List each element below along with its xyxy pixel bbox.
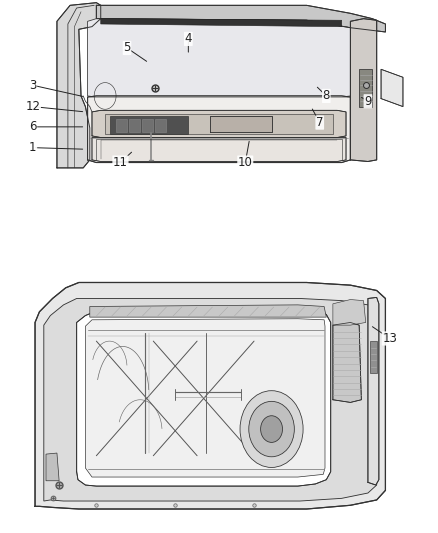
Polygon shape [129,119,140,132]
Polygon shape [368,297,379,485]
Text: 3: 3 [29,79,36,92]
Circle shape [240,391,303,467]
Polygon shape [85,319,325,477]
Polygon shape [96,5,385,32]
Circle shape [249,401,294,457]
Polygon shape [46,453,59,481]
Polygon shape [0,0,438,266]
Polygon shape [35,282,385,509]
Text: 6: 6 [29,120,37,133]
Polygon shape [88,19,350,99]
Text: 5: 5 [124,42,131,54]
Polygon shape [44,298,377,501]
Polygon shape [0,269,438,533]
Polygon shape [101,19,342,27]
Polygon shape [333,322,361,402]
Polygon shape [90,305,326,317]
Polygon shape [88,96,350,163]
Polygon shape [142,119,153,132]
Polygon shape [92,138,346,161]
Polygon shape [381,69,403,107]
Polygon shape [77,309,331,486]
Polygon shape [105,114,333,134]
Polygon shape [370,341,377,373]
Text: 1: 1 [29,141,37,154]
Polygon shape [92,110,346,138]
Polygon shape [210,116,272,132]
Polygon shape [57,3,101,168]
Polygon shape [110,116,188,134]
Text: 11: 11 [113,156,128,169]
Polygon shape [359,69,372,107]
Text: 12: 12 [25,100,40,113]
Text: 4: 4 [184,33,192,45]
Polygon shape [333,300,366,325]
Text: 7: 7 [316,116,324,129]
Polygon shape [155,119,166,132]
Text: 8: 8 [323,90,330,102]
Polygon shape [350,19,377,161]
Polygon shape [116,119,127,132]
Text: 10: 10 [238,156,253,169]
Circle shape [261,416,283,442]
Text: 9: 9 [364,95,372,108]
Text: 13: 13 [382,332,397,345]
